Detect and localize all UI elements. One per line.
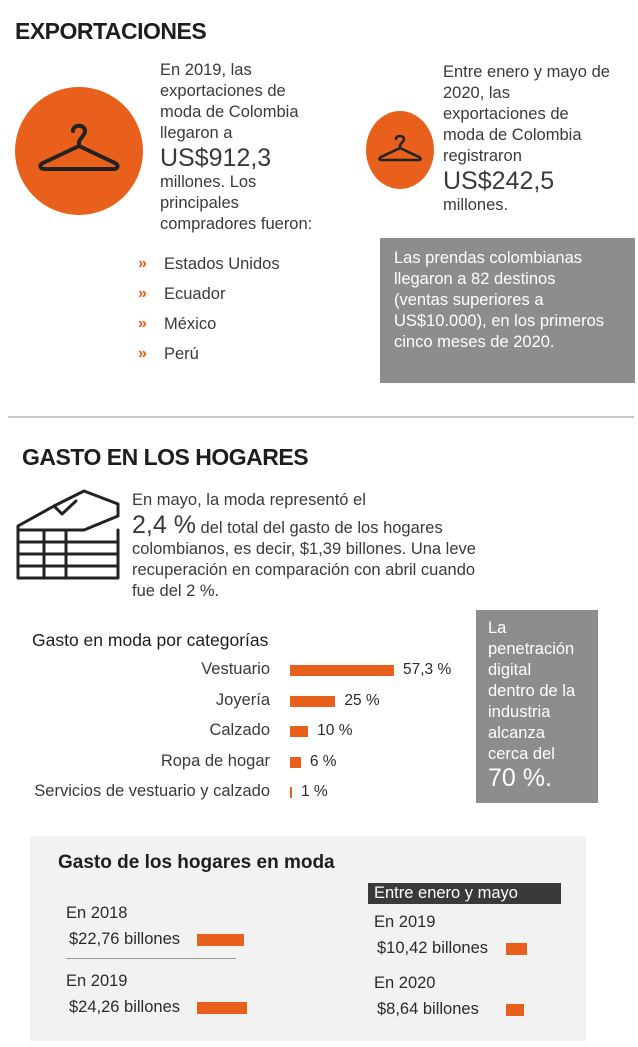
text-line: 2020, las — [443, 84, 510, 102]
export-2019-amount: US$912,3 — [160, 144, 272, 172]
category-bar — [290, 695, 336, 707]
text-line: La — [488, 619, 507, 637]
text-line: compradores fueron: — [160, 215, 313, 233]
export-2020-text: Entre enero y mayo de 2020, las exportac… — [443, 62, 633, 216]
text-line: penetración — [488, 640, 575, 658]
text-line: principales — [160, 194, 239, 212]
text-line: del total del gasto de los hogares — [200, 519, 443, 537]
period-tag: Entre enero y mayo — [368, 883, 561, 904]
category-value-label: 6 % — [309, 752, 337, 770]
chevron-right-icon: » — [138, 345, 147, 362]
text-line: exportaciones de — [160, 82, 286, 100]
text-line: colombianos, es decir, $1,39 billones. U… — [132, 540, 476, 558]
list-item: » Perú — [138, 339, 280, 369]
category-label: Joyería — [215, 690, 270, 709]
hanger-icon-large — [15, 87, 143, 215]
text-line: digital — [488, 661, 532, 679]
buyer-label: Ecuador — [164, 284, 226, 303]
text-line: fue del 2 %. — [132, 582, 220, 600]
gasto-intro: En mayo, la moda representó el 2,4 % del… — [132, 490, 492, 602]
chart-title: Gasto en moda por categorías — [32, 630, 269, 650]
text-line: US$10.000), en los primeros — [394, 312, 605, 330]
text-line: En mayo, la moda representó el — [132, 491, 366, 509]
buyer-label: México — [164, 314, 217, 333]
category-bar-chart: Vestuario 57,3 % Joyería 25 % Calzado 10 % Rop… — [0, 660, 470, 810]
buyer-label: Estados Unidos — [164, 254, 280, 273]
text-line: Las prendas colombianas — [394, 249, 583, 267]
category-value-label: 25 % — [344, 691, 380, 709]
folded-clothes-icon — [16, 489, 120, 580]
text-line: En 2019, las — [160, 61, 252, 79]
gasto-pct: 2,4 % — [132, 511, 196, 539]
export-2020-amount: US$242,5 — [443, 167, 555, 195]
text-line: llegaron a — [160, 124, 233, 142]
text-line: millones. Los — [160, 173, 257, 191]
gasto-title: GASTO EN LOS HOGARES — [22, 444, 309, 470]
text-line: registraron — [443, 147, 522, 165]
household-spend-panel — [30, 836, 586, 1041]
list-item: » Ecuador — [138, 279, 280, 309]
category-label: Calzado — [209, 721, 270, 739]
text-line: alcanza — [488, 724, 545, 742]
category-value-label: 1 % — [301, 783, 328, 800]
text-line: recuperación en comparación con abril cu… — [132, 561, 476, 579]
chevron-right-icon: » — [138, 255, 147, 272]
text-line: industria — [488, 703, 551, 721]
folded-clothes-icon — [14, 486, 124, 586]
list-item: » México — [138, 309, 280, 339]
text-line: moda de Colombia — [443, 126, 582, 144]
category-bar — [290, 756, 301, 768]
category-bar — [290, 787, 292, 798]
hanger-icon-small — [366, 111, 434, 189]
hanger-icon — [378, 134, 422, 162]
panel-title: Gasto de los hogares en moda — [58, 852, 335, 873]
text-line: llegaron a 82 destinos — [394, 270, 556, 288]
text-line: cinco meses de 2020. — [394, 333, 555, 351]
category-label: Ropa de hogar — [160, 751, 270, 770]
export-2019-text: En 2019, las exportaciones de moda de Co… — [160, 60, 360, 235]
exportaciones-title: EXPORTACIONES — [15, 18, 207, 44]
text-line: moda de Colombia — [160, 103, 299, 121]
text-line: cerca del — [488, 745, 555, 763]
category-label: Vestuario — [201, 660, 270, 678]
hanger-icon — [38, 123, 120, 171]
section-divider — [8, 416, 634, 418]
category-bar — [290, 726, 309, 737]
buyer-label: Perú — [164, 344, 199, 363]
text-line: exportaciones de — [443, 105, 569, 123]
text-line: (ventas superiores a — [394, 291, 544, 309]
digital-box: La penetración digital dentro de la indu… — [476, 610, 598, 803]
category-label: Servicios de vestuario y calzado — [34, 782, 270, 800]
category-value-label: 57,3 % — [403, 661, 452, 678]
panel-divider — [66, 958, 236, 959]
list-item: » Estados Unidos — [138, 249, 280, 279]
digital-value: 70 %. — [488, 764, 552, 792]
chevron-right-icon: » — [138, 285, 147, 302]
text-line: dentro de la — [488, 682, 576, 700]
chevron-right-icon: » — [138, 315, 147, 332]
category-bar — [290, 665, 394, 676]
category-value-label: 10 % — [317, 722, 353, 739]
destinos-box: Las prendas colombianas llegaron a 82 de… — [380, 238, 635, 383]
text-line: millones. — [443, 196, 509, 214]
text-line: Entre enero y mayo de — [443, 63, 610, 81]
buyers-list: » Estados Unidos » Ecuador » México » Perú — [138, 249, 280, 369]
